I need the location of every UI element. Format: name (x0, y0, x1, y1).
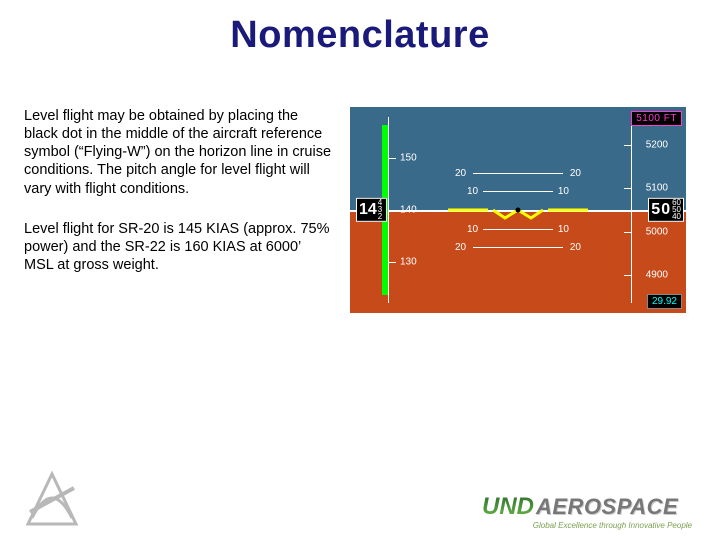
paragraph-1: Level flight may be obtained by placing … (24, 107, 334, 198)
page-title: Nomenclature (0, 0, 720, 57)
content-row: Level flight may be obtained by placing … (0, 57, 720, 313)
und-tagline: Global Excellence through Innovative Peo… (482, 521, 692, 530)
airspeed-digits: 14 (359, 201, 377, 219)
altitude-readout-box: 50 60 50 40 (648, 198, 684, 222)
und-text: UND (482, 493, 534, 521)
pitch-line-20-up: 20 20 (473, 173, 563, 174)
airspeed-readout-box: 14 4 3 2 (356, 198, 387, 222)
barometer-setting: 29.92 (647, 294, 682, 309)
airspeed-roller: 4 3 2 (378, 200, 382, 220)
pitch-label: 10 (558, 224, 569, 235)
altitude-roller: 60 50 40 (672, 200, 681, 220)
airspeed-tick-label: 130 (400, 257, 417, 268)
pitch-label: 10 (467, 186, 478, 197)
altitude-digits: 50 (651, 201, 671, 219)
altitude-tick-label: 5100 (634, 182, 668, 193)
pitch-label: 10 (558, 186, 569, 197)
altitude-tick-label: 4900 (634, 270, 668, 281)
airspeed-tick-label: 140 (400, 205, 417, 216)
pitch-line-10-dn: 10 10 (483, 229, 553, 230)
pitch-line-20-dn: 20 20 (473, 247, 563, 248)
selected-altitude-box: 5100 FT (631, 111, 682, 126)
pitch-label: 20 (570, 242, 581, 253)
paragraph-2: Level flight for SR-20 is 145 KIAS (appr… (24, 220, 334, 274)
altitude-tick-label: 5200 (634, 139, 668, 150)
pfd-container: 20 20 10 10 10 10 20 20 (350, 107, 700, 313)
aerospace-text: AEROSPACE (536, 494, 678, 520)
body-text: Level flight may be obtained by placing … (24, 107, 334, 313)
pitch-label: 20 (570, 168, 581, 179)
und-aerospace-logo: UND AEROSPACE Global Excellence through … (482, 493, 692, 530)
primary-flight-display: 20 20 10 10 10 10 20 20 (350, 107, 686, 313)
footer: UND AEROSPACE Global Excellence through … (0, 468, 720, 530)
altitude-tick-label: 5000 (634, 227, 668, 238)
airspeed-tick-label: 150 (400, 152, 417, 163)
pitch-label: 10 (467, 224, 478, 235)
pitch-line-10-up: 10 10 (483, 191, 553, 192)
pitch-label: 20 (455, 168, 466, 179)
cirrus-logo-icon (22, 468, 82, 530)
pitch-label: 20 (455, 242, 466, 253)
